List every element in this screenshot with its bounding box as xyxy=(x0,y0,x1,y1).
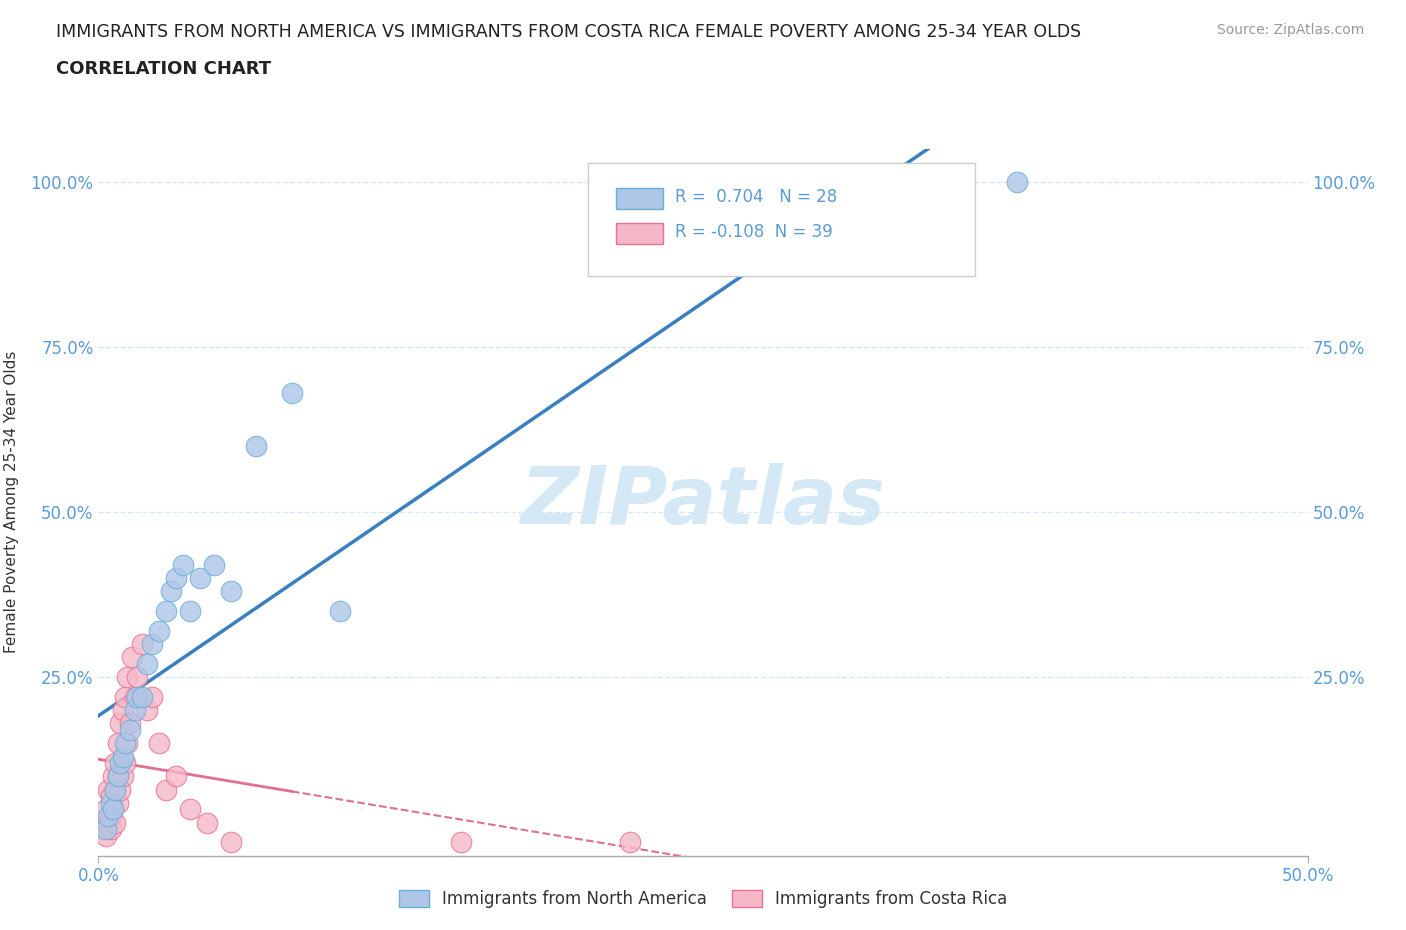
Point xyxy=(329,604,352,618)
Point xyxy=(111,703,134,718)
Point xyxy=(107,736,129,751)
Point xyxy=(127,690,149,705)
Y-axis label: Female Poverty Among 25-34 Year Olds: Female Poverty Among 25-34 Year Olds xyxy=(4,351,20,654)
Point xyxy=(179,802,201,817)
Point xyxy=(101,769,124,784)
Point xyxy=(100,808,122,823)
Text: Source: ZipAtlas.com: Source: ZipAtlas.com xyxy=(1216,23,1364,37)
Point xyxy=(131,637,153,652)
Point xyxy=(94,829,117,844)
Point xyxy=(121,650,143,665)
Point xyxy=(135,657,157,671)
Text: CORRELATION CHART: CORRELATION CHART xyxy=(56,60,271,78)
Legend: Immigrants from North America, Immigrants from Costa Rica: Immigrants from North America, Immigrant… xyxy=(392,883,1014,914)
Point xyxy=(94,822,117,837)
Point xyxy=(188,571,211,586)
Point xyxy=(131,690,153,705)
Point xyxy=(104,782,127,797)
Point xyxy=(104,782,127,797)
Point xyxy=(127,670,149,684)
Point xyxy=(118,723,141,737)
Point xyxy=(1007,175,1029,190)
Point xyxy=(91,822,114,837)
Point xyxy=(245,439,267,454)
Point xyxy=(118,716,141,731)
Point xyxy=(101,802,124,817)
Text: ZIPatlas: ZIPatlas xyxy=(520,463,886,541)
Point xyxy=(100,789,122,804)
Point xyxy=(117,670,139,684)
Point xyxy=(94,802,117,817)
Point xyxy=(221,584,243,599)
Point xyxy=(124,690,146,705)
Point xyxy=(104,756,127,771)
Point xyxy=(141,637,163,652)
Point xyxy=(221,835,243,850)
FancyBboxPatch shape xyxy=(588,163,976,276)
Point xyxy=(114,690,136,705)
Point xyxy=(111,769,134,784)
Point xyxy=(108,782,131,797)
Point xyxy=(172,557,194,572)
Point xyxy=(101,802,124,817)
Point xyxy=(148,736,170,751)
Point xyxy=(114,756,136,771)
Point xyxy=(114,736,136,751)
Point xyxy=(160,584,183,599)
Point xyxy=(204,557,226,572)
Point xyxy=(108,756,131,771)
Point xyxy=(107,795,129,810)
Text: IMMIGRANTS FROM NORTH AMERICA VS IMMIGRANTS FROM COSTA RICA FEMALE POVERTY AMONG: IMMIGRANTS FROM NORTH AMERICA VS IMMIGRA… xyxy=(56,23,1081,41)
Point xyxy=(117,736,139,751)
Point xyxy=(97,782,120,797)
Point xyxy=(141,690,163,705)
Point xyxy=(450,835,472,850)
Point xyxy=(104,815,127,830)
Point xyxy=(195,815,218,830)
Point xyxy=(97,808,120,823)
Point xyxy=(179,604,201,618)
Point xyxy=(619,835,641,850)
Point xyxy=(155,782,177,797)
Point xyxy=(165,769,187,784)
Point xyxy=(100,795,122,810)
Point xyxy=(100,822,122,837)
Point xyxy=(165,571,187,586)
FancyBboxPatch shape xyxy=(616,188,664,208)
Text: R = -0.108  N = 39: R = -0.108 N = 39 xyxy=(675,223,832,241)
Point xyxy=(107,769,129,784)
Point xyxy=(108,716,131,731)
Point xyxy=(97,815,120,830)
Point xyxy=(107,769,129,784)
Point xyxy=(148,624,170,639)
Point xyxy=(124,703,146,718)
Point xyxy=(281,386,304,401)
Text: R =  0.704   N = 28: R = 0.704 N = 28 xyxy=(675,188,838,206)
Point xyxy=(111,749,134,764)
FancyBboxPatch shape xyxy=(616,223,664,244)
Point xyxy=(155,604,177,618)
Point xyxy=(135,703,157,718)
